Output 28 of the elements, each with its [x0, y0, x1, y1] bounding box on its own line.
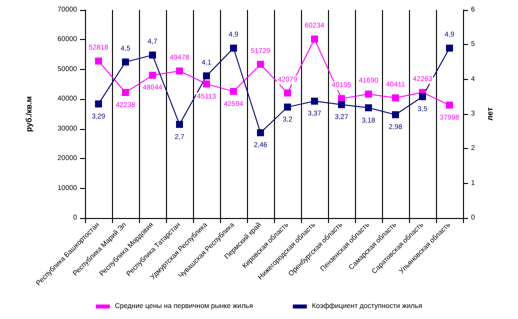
- point: [176, 120, 183, 128]
- point: [419, 93, 426, 100]
- point: [257, 129, 264, 136]
- point: [122, 88, 129, 96]
- point: [338, 101, 345, 108]
- point: [446, 102, 453, 109]
- y2-axis-title: лет: [485, 107, 494, 121]
- point: [95, 100, 102, 108]
- point: [365, 90, 372, 98]
- point: [122, 58, 129, 66]
- y-axis-title: руб./кв.м: [24, 96, 34, 132]
- point: [311, 98, 318, 105]
- point: [203, 80, 210, 88]
- point: [95, 58, 102, 65]
- point: [257, 60, 264, 68]
- point: [203, 72, 210, 80]
- point: [446, 44, 453, 52]
- point: [284, 89, 291, 96]
- point: [149, 72, 156, 79]
- point: [392, 111, 399, 118]
- point: [392, 94, 399, 102]
- point: [176, 67, 183, 74]
- point: [149, 52, 156, 59]
- point: [230, 44, 237, 52]
- point: [230, 88, 237, 95]
- point: [365, 104, 372, 112]
- point: [311, 36, 318, 43]
- point: [284, 104, 291, 111]
